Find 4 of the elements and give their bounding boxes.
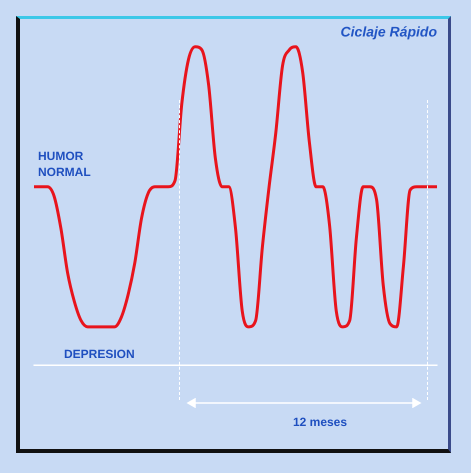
- annotation: DEPRESION: [64, 346, 136, 362]
- chart-title: Ciclaje Rápido: [340, 23, 438, 40]
- text: 12 meses: [292, 414, 348, 430]
- annotation: HUMOR NORMAL: [38, 148, 92, 180]
